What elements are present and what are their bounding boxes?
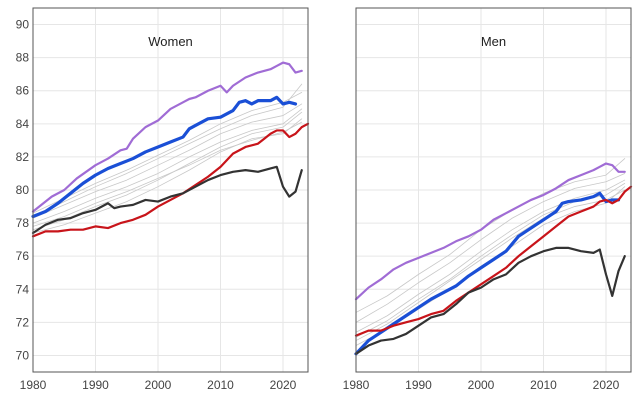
women-y-tick-label: 70 [16, 348, 30, 362]
men-series-line-2 [355, 173, 626, 323]
women-x-tick-label: 1990 [82, 378, 109, 392]
men-series-line-4 [355, 158, 626, 313]
women-y-tick-label: 78 [16, 216, 30, 230]
men-series-line-3 [355, 189, 626, 341]
women-series-line-10 [31, 165, 303, 235]
women-series-line-1 [32, 108, 303, 224]
men-x-tick-label: 2010 [530, 378, 557, 392]
men-series-line-7 [354, 191, 621, 356]
women-y-tick-label: 74 [16, 282, 30, 296]
men-plot-frame [355, 7, 632, 373]
men-panel: 1980 1990 2000 2010 2020 Men [343, 7, 633, 392]
women-y-tick-label: 76 [16, 249, 30, 263]
women-series-line-6 [32, 83, 303, 217]
women-x-tick-label: 2020 [270, 378, 297, 392]
men-panel-title: Men [481, 34, 506, 49]
women-y-tick-label: 84 [16, 117, 30, 131]
men-x-tick-label: 1980 [343, 378, 370, 392]
women-plot-frame [32, 7, 309, 373]
women-x-tick-label: 1980 [20, 378, 47, 392]
men-x-tick-label: 2020 [593, 378, 620, 392]
women-y-tick-label: 90 [16, 18, 30, 32]
women-series-line-9 [31, 122, 310, 238]
men-series-line-8 [354, 185, 633, 337]
men-series-line-6 [354, 162, 626, 301]
women-y-tick-label: 88 [16, 51, 30, 65]
women-x-tick-label: 2000 [145, 378, 172, 392]
women-panel: 1980 1990 2000 2010 2020 70 72 74 76 78 80 82 84 86 88… [16, 7, 310, 392]
women-y-tick-label: 86 [16, 84, 30, 98]
men-x-tick-label: 1990 [405, 378, 432, 392]
women-series-line-8 [31, 95, 298, 219]
women-y-tick-label: 80 [16, 183, 30, 197]
women-x-tick-label: 2010 [207, 378, 234, 392]
women-series-line-7 [31, 61, 303, 213]
women-y-tick-label: 72 [16, 315, 30, 329]
men-series-line-1 [355, 179, 626, 333]
women-panel-title: Women [148, 34, 193, 49]
men-series-line-9 [354, 246, 626, 355]
women-series-line-4 [32, 91, 303, 214]
men-x-tick-label: 2000 [468, 378, 495, 392]
women-series-line-2 [32, 103, 303, 219]
women-y-tick-label: 82 [16, 150, 30, 164]
